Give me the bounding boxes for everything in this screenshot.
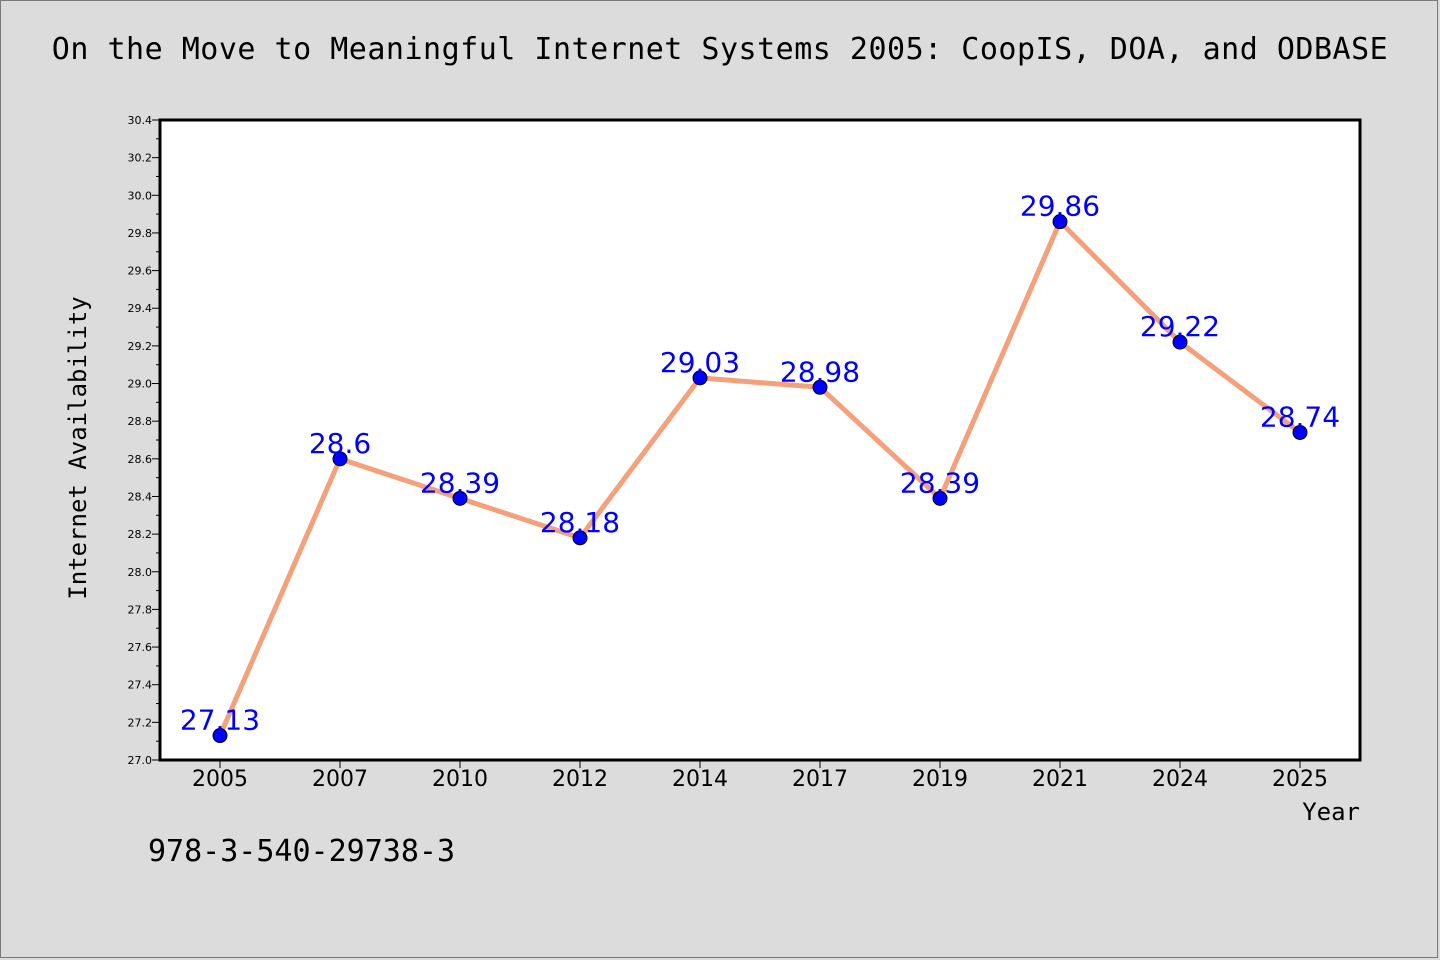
y-axis-label: Internet Availability [64, 296, 92, 599]
x-tick-label: 2017 [792, 767, 848, 792]
x-tick-label: 2005 [192, 767, 248, 792]
x-tick-label: 2010 [432, 767, 488, 792]
x-axis: 2005 2007 2010 2012 2014 2017 2019 2021 2024 2025 [192, 760, 1328, 792]
y-tick-label: 27.2 [128, 716, 153, 729]
plot-area [158, 118, 1362, 762]
x-axis-label: Year [1302, 798, 1360, 826]
y-tick-label: 28.0 [128, 566, 153, 579]
data-point [692, 370, 708, 386]
y-tick-label: 30.0 [128, 189, 153, 202]
y-tick-label: 27.6 [128, 641, 153, 654]
y-tick-label: 28.2 [128, 528, 153, 541]
data-label: 29.86 [1020, 190, 1100, 223]
data-label: 27.13 [180, 704, 260, 737]
data-label: 28.74 [1260, 400, 1340, 433]
data-point [1052, 214, 1068, 230]
data-label: 29.03 [660, 346, 740, 379]
isbn-footnote: 978-3-540-29738-3 [148, 834, 456, 869]
y-tick-label: 28.6 [128, 453, 153, 466]
y-tick-label: 29.8 [128, 227, 153, 240]
y-tick-label: 27.0 [128, 754, 153, 767]
data-label: 29.22 [1140, 310, 1220, 343]
data-point [932, 490, 948, 506]
data-point [1172, 334, 1188, 350]
data-point [572, 530, 588, 546]
y-tick-label: 28.4 [128, 490, 153, 503]
data-label: 28.18 [540, 506, 620, 539]
y-axis: 27.0 27.2 27.4 27.6 27.8 28.0 28.2 28.4 28.6 28.8… [128, 114, 160, 767]
data-point [812, 379, 828, 395]
x-tick-label: 2025 [1272, 767, 1328, 792]
y-tick-label: 30.4 [128, 114, 153, 127]
x-tick-label: 2014 [672, 767, 728, 792]
chart-title: On the Move to Meaningful Internet Syste… [51, 32, 1389, 67]
data-point [212, 728, 228, 744]
x-tick-label: 2012 [552, 767, 608, 792]
y-tick-label: 29.0 [128, 378, 153, 391]
y-tick-label: 29.6 [128, 265, 153, 278]
y-tick-label: 30.2 [128, 152, 153, 165]
data-point [452, 490, 468, 506]
data-label: 28.98 [780, 355, 860, 388]
y-tick-label: 29.4 [128, 302, 153, 315]
y-tick-label: 27.4 [128, 679, 153, 692]
data-label: 28.39 [420, 466, 500, 499]
x-tick-label: 2019 [912, 767, 968, 792]
data-label: 28.39 [900, 466, 980, 499]
data-point [332, 451, 348, 467]
data-point [1292, 424, 1308, 440]
x-tick-label: 2024 [1152, 767, 1208, 792]
y-tick-label: 27.8 [128, 603, 153, 616]
series-line [217, 219, 1302, 737]
data-label: 28.6 [309, 427, 371, 460]
x-tick-label: 2021 [1032, 767, 1088, 792]
y-tick-label: 28.8 [128, 415, 153, 428]
series-layer: 27.13 28.6 28.39 28.18 29.03 28.98 28.39 29.86 2… [180, 190, 1340, 744]
y-tick-label: 29.2 [128, 340, 153, 353]
x-tick-label: 2007 [312, 767, 368, 792]
